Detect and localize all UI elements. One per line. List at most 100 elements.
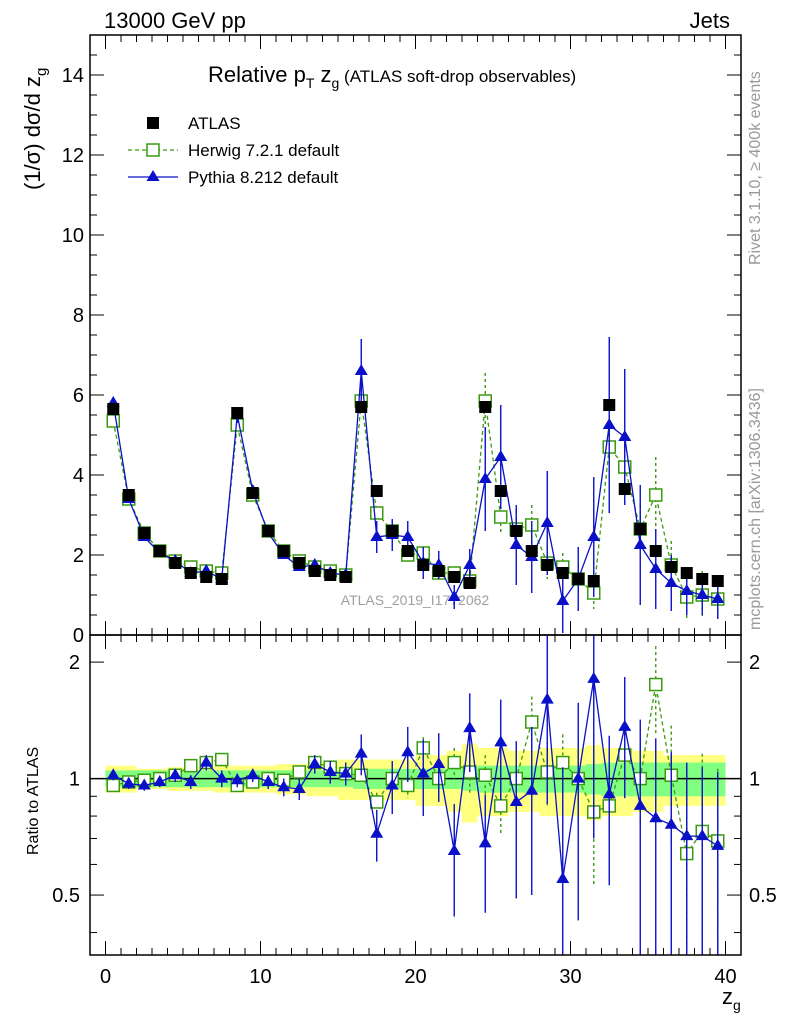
ratio-pythia-point [695, 829, 709, 841]
main-ylabel-text: (1/σ) dσ/d z [20, 76, 45, 190]
atlas-point [107, 403, 120, 415]
atlas-point [618, 483, 631, 495]
ratio-herwig-point [556, 755, 570, 770]
ratio-pythia-point [323, 764, 337, 776]
ratio-pythia-point [416, 766, 430, 778]
ratio-pythia-point [122, 776, 136, 788]
ratio-herwig-point [478, 768, 492, 783]
ratio-herwig-point [184, 758, 198, 773]
ratio-herwig-point [292, 765, 306, 779]
atlas-point [603, 399, 616, 411]
xtick-label: 0 [100, 966, 111, 988]
atlas-point [680, 567, 693, 579]
herwig-point [649, 488, 663, 502]
pythia-point [509, 538, 523, 549]
ratio-pythia-point [680, 829, 694, 841]
pythia-point [556, 594, 570, 605]
ratio-herwig-point [215, 752, 229, 767]
ratio-pythia-point [106, 768, 120, 780]
atlas-point [277, 545, 290, 557]
ratio-pythia-point [199, 755, 213, 767]
atlas-point [665, 561, 678, 573]
ratio-herwig-line [113, 684, 719, 856]
atlas-point [200, 571, 213, 583]
atlas-point [246, 487, 259, 499]
ratio-pythia-point [168, 768, 182, 780]
atlas-point [510, 525, 523, 537]
title-sub1: T [306, 75, 315, 91]
pythia-point [354, 364, 368, 375]
atlas-point [525, 545, 538, 557]
ratio-ytick-label-left: 0.5 [52, 885, 80, 907]
ratio-pythia-point [153, 774, 167, 786]
xtick-label: 30 [559, 966, 581, 988]
pythia-point [649, 562, 663, 573]
ratio-pythia-point [230, 773, 244, 785]
ratio-pythia-point [370, 826, 384, 838]
xtick-label: 20 [404, 966, 426, 988]
atlas-point [696, 573, 709, 585]
header-right: Jets [690, 8, 730, 33]
pythia-point [540, 516, 554, 527]
legend-pythia-marker [146, 170, 160, 181]
ratio-pythia-point [354, 746, 368, 758]
pythia-point [664, 576, 678, 587]
title-post: (ATLAS soft-drop observables) [339, 67, 576, 86]
ratio-pythia-point [602, 787, 616, 799]
title-mid: z [314, 62, 331, 87]
ratio-pythia-point [711, 838, 725, 850]
atlas-point [572, 573, 585, 585]
pythia-point [447, 590, 461, 601]
header-left: 13000 GeV pp [104, 8, 246, 33]
title-pre: Relative p [208, 62, 306, 87]
atlas-point [417, 559, 430, 571]
atlas-point [463, 577, 476, 589]
xlabel-sub: g [733, 997, 741, 1013]
ratio-pythia-point [246, 768, 260, 780]
atlas-point [231, 407, 244, 419]
atlas-point [587, 575, 600, 587]
pythia-point [711, 592, 725, 603]
xtick-label: 10 [249, 966, 271, 988]
ratio-pythia-point [649, 811, 663, 823]
atlas-point [153, 545, 166, 557]
atlas-point [649, 545, 662, 557]
ratio-ytick-label-right: 1 [749, 769, 760, 791]
atlas-point [122, 489, 135, 501]
pythia-line [112, 370, 718, 603]
ratio-pythia-point [494, 735, 508, 747]
atlas-point [541, 559, 554, 571]
pythia-point [494, 450, 508, 461]
ratio-pythia-point [556, 872, 570, 884]
main-ytick-label: 0 [73, 625, 84, 647]
xtick-label: 40 [714, 966, 736, 988]
ratio-pythia-point [308, 757, 322, 769]
ratio-pythia-point [664, 817, 678, 829]
main-ytick-label: 14 [62, 65, 84, 87]
legend-herwig-label: Herwig 7.2.1 default [188, 141, 339, 160]
ratio-pythia-point [339, 766, 353, 778]
ratio-pythia-point [633, 798, 647, 810]
ratio-pythia-point [478, 836, 492, 848]
main-panel: 0 2 4 6 8 10 12 14 [62, 34, 742, 647]
ratio-pythia-line [112, 678, 719, 880]
ratio-pythia-point [292, 781, 306, 793]
xlabel-text: z [722, 984, 733, 1009]
atlas-point [324, 569, 337, 581]
atlas-point [184, 567, 197, 579]
atlas-point [355, 401, 368, 413]
ratio-herwig-point [447, 755, 461, 770]
atlas-point [634, 523, 647, 535]
main-ytick-label: 2 [73, 545, 84, 567]
ratio-pythia-point [385, 778, 399, 790]
ratio-pythia-point [184, 774, 198, 786]
main-ytick-label: 10 [62, 225, 84, 247]
title-sub2: g [332, 75, 340, 91]
ratio-pythia-point [525, 783, 539, 795]
ratio-pythia-point [277, 780, 291, 792]
legend: ATLAS Herwig 7.2.1 default Pythia 8.212 … [128, 114, 339, 187]
ratio-pythia-point [137, 778, 151, 790]
ratio-herwig-point [494, 799, 508, 813]
